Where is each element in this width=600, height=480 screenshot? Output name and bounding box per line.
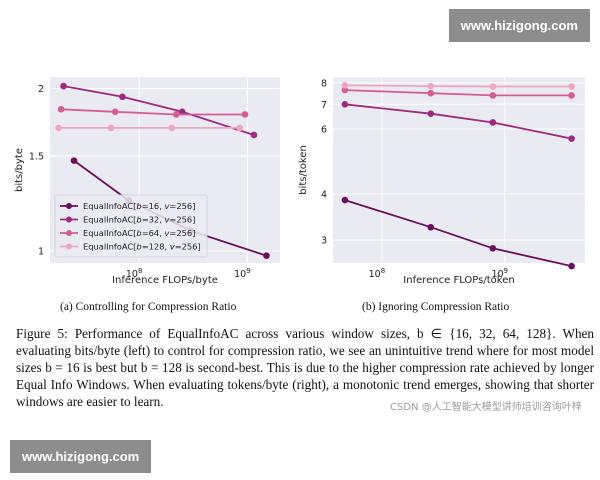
data-point bbox=[70, 157, 78, 164]
data-point bbox=[250, 131, 258, 139]
data-point bbox=[489, 119, 497, 126]
data-point bbox=[427, 82, 435, 90]
data-point bbox=[568, 262, 575, 270]
watermark-bottom: www.hizigong.com bbox=[10, 440, 152, 473]
data-point bbox=[172, 111, 180, 118]
data-point bbox=[178, 108, 186, 116]
y-tick-label: 2 bbox=[38, 84, 44, 95]
legend-entry: EqualInfoAC[b=128, v=256] bbox=[83, 242, 201, 252]
data-point bbox=[168, 124, 176, 132]
y-tick-label: 1 bbox=[38, 246, 44, 257]
figure-caption: Figure 5: Performance of EqualInfoAC acr… bbox=[16, 326, 594, 409]
x-axis-label: Inference FLOPs/token bbox=[403, 275, 514, 286]
data-point bbox=[427, 110, 435, 118]
data-point bbox=[57, 105, 65, 113]
y-tick-label: 3 bbox=[321, 236, 327, 247]
legend-entry: EqualInfoAC[b=16, v=256] bbox=[83, 201, 195, 211]
series-line bbox=[63, 85, 255, 136]
legend-entry: EqualInfoAC[b=32, v=256] bbox=[83, 215, 195, 225]
data-point bbox=[489, 83, 497, 90]
data-point bbox=[341, 86, 349, 94]
subcaption-left: (a) Controlling for Compression Ratio bbox=[60, 301, 237, 313]
data-point bbox=[341, 82, 349, 89]
csdn-watermark: CSDN @人工智能大模型讲师培训咨询叶梓 bbox=[390, 402, 582, 413]
data-point bbox=[119, 93, 126, 101]
y-tick-label: 1.5 bbox=[29, 151, 44, 162]
series-line bbox=[344, 199, 572, 267]
series-line bbox=[344, 89, 572, 97]
legend-box bbox=[54, 194, 208, 258]
data-point bbox=[263, 252, 270, 260]
data-point bbox=[427, 223, 435, 231]
watermark-top: www.hizigong.com bbox=[448, 9, 590, 42]
subcaption-right: (b) Ignoring Compression Ratio bbox=[362, 301, 510, 313]
data-point bbox=[341, 196, 349, 204]
y-tick-label: 4 bbox=[321, 189, 327, 200]
data-point bbox=[568, 135, 575, 142]
series-line bbox=[61, 108, 245, 116]
data-point bbox=[341, 100, 349, 108]
data-point bbox=[241, 111, 249, 118]
data-point bbox=[568, 92, 575, 99]
data-point bbox=[60, 82, 67, 90]
legend-marker bbox=[66, 216, 72, 223]
x-tick-label: 108 bbox=[369, 267, 386, 280]
y-tick-label: 7 bbox=[321, 100, 327, 111]
x-axis-label: Inference FLOPs/byte bbox=[112, 275, 218, 286]
data-point bbox=[568, 83, 575, 90]
data-point bbox=[489, 92, 497, 99]
y-tick-label: 6 bbox=[321, 124, 327, 135]
y-tick-label: 8 bbox=[321, 78, 327, 89]
series-line bbox=[344, 103, 572, 140]
data-point bbox=[427, 89, 435, 97]
data-point bbox=[489, 244, 497, 252]
legend-marker bbox=[66, 243, 72, 250]
data-point bbox=[111, 108, 119, 116]
legend-entry: EqualInfoAC[b=64, v=256] bbox=[83, 228, 195, 238]
x-tick-label: 109 bbox=[234, 267, 251, 280]
data-point bbox=[55, 124, 62, 132]
legend-marker bbox=[66, 230, 72, 236]
series-line bbox=[344, 84, 572, 88]
y-axis-label: bits/token bbox=[298, 145, 309, 195]
data-point bbox=[236, 124, 244, 132]
y-axis-label: bits/byte bbox=[14, 148, 25, 192]
plot-background bbox=[333, 77, 585, 263]
legend-marker bbox=[66, 203, 72, 209]
data-point bbox=[107, 124, 115, 132]
